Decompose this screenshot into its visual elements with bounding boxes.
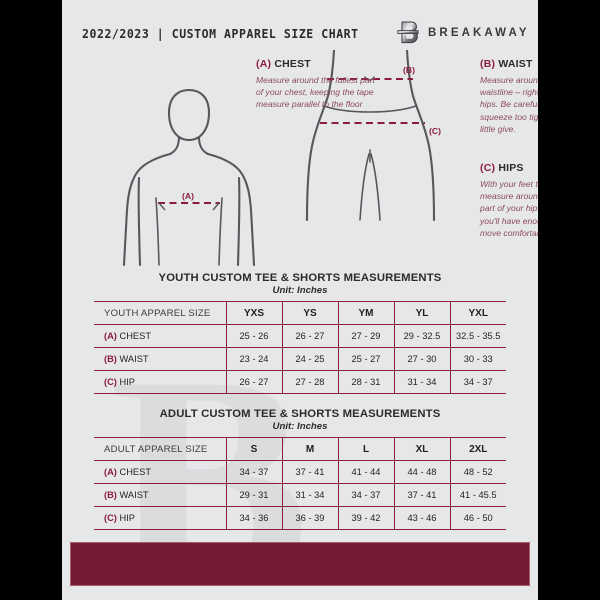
hips-tag: (C) — [480, 162, 496, 174]
size-header-cell: YXL — [449, 301, 506, 325]
table-row: (A) CHEST 25 - 26 26 - 27 27 - 29 29 - 32.5 3… — [94, 324, 506, 348]
hips-figure — [305, 50, 436, 222]
measurement-value-cell: 41 - 45.5 — [449, 483, 506, 507]
measurement-tag: (A) — [104, 331, 117, 341]
adult-size-table: ADULT APPAREL SIZE S M L XL 2XL (A) CHEST 34 - … — [94, 437, 506, 530]
measurement-value-cell: 41 - 44 — [337, 460, 394, 484]
measurement-tag: (B) — [104, 354, 117, 364]
waist-description: Measure around your natural waistline – … — [480, 75, 538, 134]
waist-tag: (B) — [480, 58, 496, 70]
measurement-value-cell: 37 - 41 — [281, 460, 338, 484]
youth-size-table: YOUTH APPAREL SIZE YXS YS YM YL YXL (A) CHEST 2… — [94, 301, 506, 394]
youth-size-section: YOUTH CUSTOM TEE & SHORTS MEASUREMENTS U… — [94, 272, 506, 394]
measurement-label-cell: (C) HIP — [94, 506, 226, 530]
measurement-tag: (C) — [104, 377, 117, 387]
measurement-value-cell: 37 - 41 — [393, 483, 450, 507]
measurement-value-cell: 34 - 37 — [225, 460, 282, 484]
hips-marker-label: (C) — [429, 126, 441, 136]
measurement-value-cell: 23 - 24 — [225, 347, 282, 371]
measurement-value-cell: 43 - 46 — [393, 506, 450, 530]
size-header-cell: 2XL — [449, 437, 506, 461]
hips-heading-text: HIPS — [498, 162, 524, 174]
measurement-value-cell: 27 - 28 — [281, 370, 338, 394]
waist-marker-label: (B) — [403, 65, 415, 75]
measurement-label-cell: (B) WAIST — [94, 483, 226, 507]
measurement-value-cell: 31 - 34 — [393, 370, 450, 394]
measurement-value-cell: 39 - 42 — [337, 506, 394, 530]
size-header-cell: YM — [337, 301, 394, 325]
torso-figure — [122, 88, 256, 267]
measurement-value-cell: 26 - 27 — [281, 324, 338, 348]
measurement-value-cell: 26 - 27 — [225, 370, 282, 394]
measurement-label-cell: (A) CHEST — [94, 460, 226, 484]
table-row: (C) HIP 26 - 27 27 - 28 28 - 31 31 - 34 34 - … — [94, 370, 506, 394]
youth-table-unit: Unit: Inches — [272, 285, 328, 296]
youth-table-title: YOUTH CUSTOM TEE & SHORTS MEASUREMENTS — [158, 272, 442, 284]
adult-size-section: ADULT CUSTOM TEE & SHORTS MEASUREMENTS U… — [94, 408, 506, 530]
chest-marker-label: (A) — [182, 191, 194, 201]
brand-name: BREAKAWAY — [428, 27, 530, 39]
table-row: (B) WAIST 23 - 24 24 - 25 25 - 27 27 - 30 30 … — [94, 347, 506, 371]
measurement-value-cell: 31 - 34 — [281, 483, 338, 507]
measurement-value-cell: 34 - 37 — [449, 370, 506, 394]
brand-lockup: BREAKAWAY — [397, 20, 530, 46]
size-header-cell: S — [225, 437, 282, 461]
measurement-value-cell: 29 - 31 — [225, 483, 282, 507]
size-header-cell: XL — [393, 437, 450, 461]
measurement-value-cell: 32.5 - 35.5 — [449, 324, 506, 348]
chest-measure-line — [158, 202, 220, 211]
adult-table-unit: Unit: Inches — [272, 421, 328, 432]
measurement-value-cell: 25 - 27 — [337, 347, 394, 371]
chest-tag: (A) — [256, 58, 272, 70]
measurement-value-cell: 48 - 52 — [449, 460, 506, 484]
size-column-header: YOUTH APPAREL SIZE — [94, 301, 226, 325]
chest-heading-text: CHEST — [274, 58, 311, 70]
measurement-value-cell: 29 - 32.5 — [393, 324, 450, 348]
table-header-row: ADULT APPAREL SIZE S M L XL 2XL — [94, 437, 506, 461]
measurement-value-cell: 27 - 30 — [393, 347, 450, 371]
measurement-tag: (C) — [104, 513, 117, 523]
measurement-tag: (A) — [104, 467, 117, 477]
measurement-label-cell: (A) CHEST — [94, 324, 226, 348]
size-header-cell: L — [337, 437, 394, 461]
breakaway-b-monogram-icon — [397, 20, 419, 46]
size-header-cell: M — [281, 437, 338, 461]
page-title: 2022/2023 | CUSTOM APPAREL SIZE CHART — [82, 25, 359, 41]
waist-instruction-block: (B) WAIST Measure around your natural wa… — [480, 58, 538, 135]
measurement-value-cell: 30 - 33 — [449, 347, 506, 371]
hips-heading: (C) HIPS — [480, 162, 538, 174]
hips-description: With your feet together, measure around … — [480, 179, 538, 238]
chest-heading: (A) CHEST — [256, 58, 376, 70]
chest-description: Measure around the fullest part of your … — [256, 75, 375, 110]
measurement-value-cell: 28 - 31 — [337, 370, 394, 394]
measurement-value-cell: 34 - 37 — [337, 483, 394, 507]
measurement-value-cell: 34 - 36 — [225, 506, 282, 530]
table-row: (C) HIP 34 - 36 36 - 39 39 - 42 43 - 46 46 - … — [94, 506, 506, 530]
measurement-diagram: (A) (B) (C) (A) CHEST Measure around the… — [62, 50, 538, 270]
chest-instruction-block: (A) CHEST Measure around the fullest par… — [256, 58, 376, 111]
measurement-value-cell: 46 - 50 — [449, 506, 506, 530]
measurement-value-cell: 44 - 48 — [393, 460, 450, 484]
measurement-value-cell: 25 - 26 — [225, 324, 282, 348]
measurement-value-cell: 27 - 29 — [337, 324, 394, 348]
waist-heading-text: WAIST — [498, 58, 533, 70]
table-row: (A) CHEST 34 - 37 37 - 41 41 - 44 44 - 48 48 … — [94, 460, 506, 484]
table-row: (B) WAIST 29 - 31 31 - 34 34 - 37 37 - 41 41 … — [94, 483, 506, 507]
size-column-header: ADULT APPAREL SIZE — [94, 437, 226, 461]
waist-heading: (B) WAIST — [480, 58, 538, 70]
size-header-cell: YL — [393, 301, 450, 325]
measurement-label-cell: (C) HIP — [94, 370, 226, 394]
adult-table-title: ADULT CUSTOM TEE & SHORTS MEASUREMENTS — [159, 408, 441, 420]
measurement-label-cell: (B) WAIST — [94, 347, 226, 371]
hips-instruction-block: (C) HIPS With your feet together, measur… — [480, 162, 538, 239]
footer-bar — [70, 542, 530, 586]
size-header-cell: YS — [281, 301, 338, 325]
size-header-cell: YXS — [225, 301, 282, 325]
page-header: 2022/2023 | CUSTOM APPAREL SIZE CHART — [62, 18, 538, 48]
table-header-row: YOUTH APPAREL SIZE YXS YS YM YL YXL — [94, 301, 506, 325]
measurement-value-cell: 24 - 25 — [281, 347, 338, 371]
measurement-value-cell: 36 - 39 — [281, 506, 338, 530]
size-chart-page: B 2022/2023 | CUSTOM APPAREL SIZE CHART — [62, 0, 538, 600]
measurement-tag: (B) — [104, 490, 117, 500]
